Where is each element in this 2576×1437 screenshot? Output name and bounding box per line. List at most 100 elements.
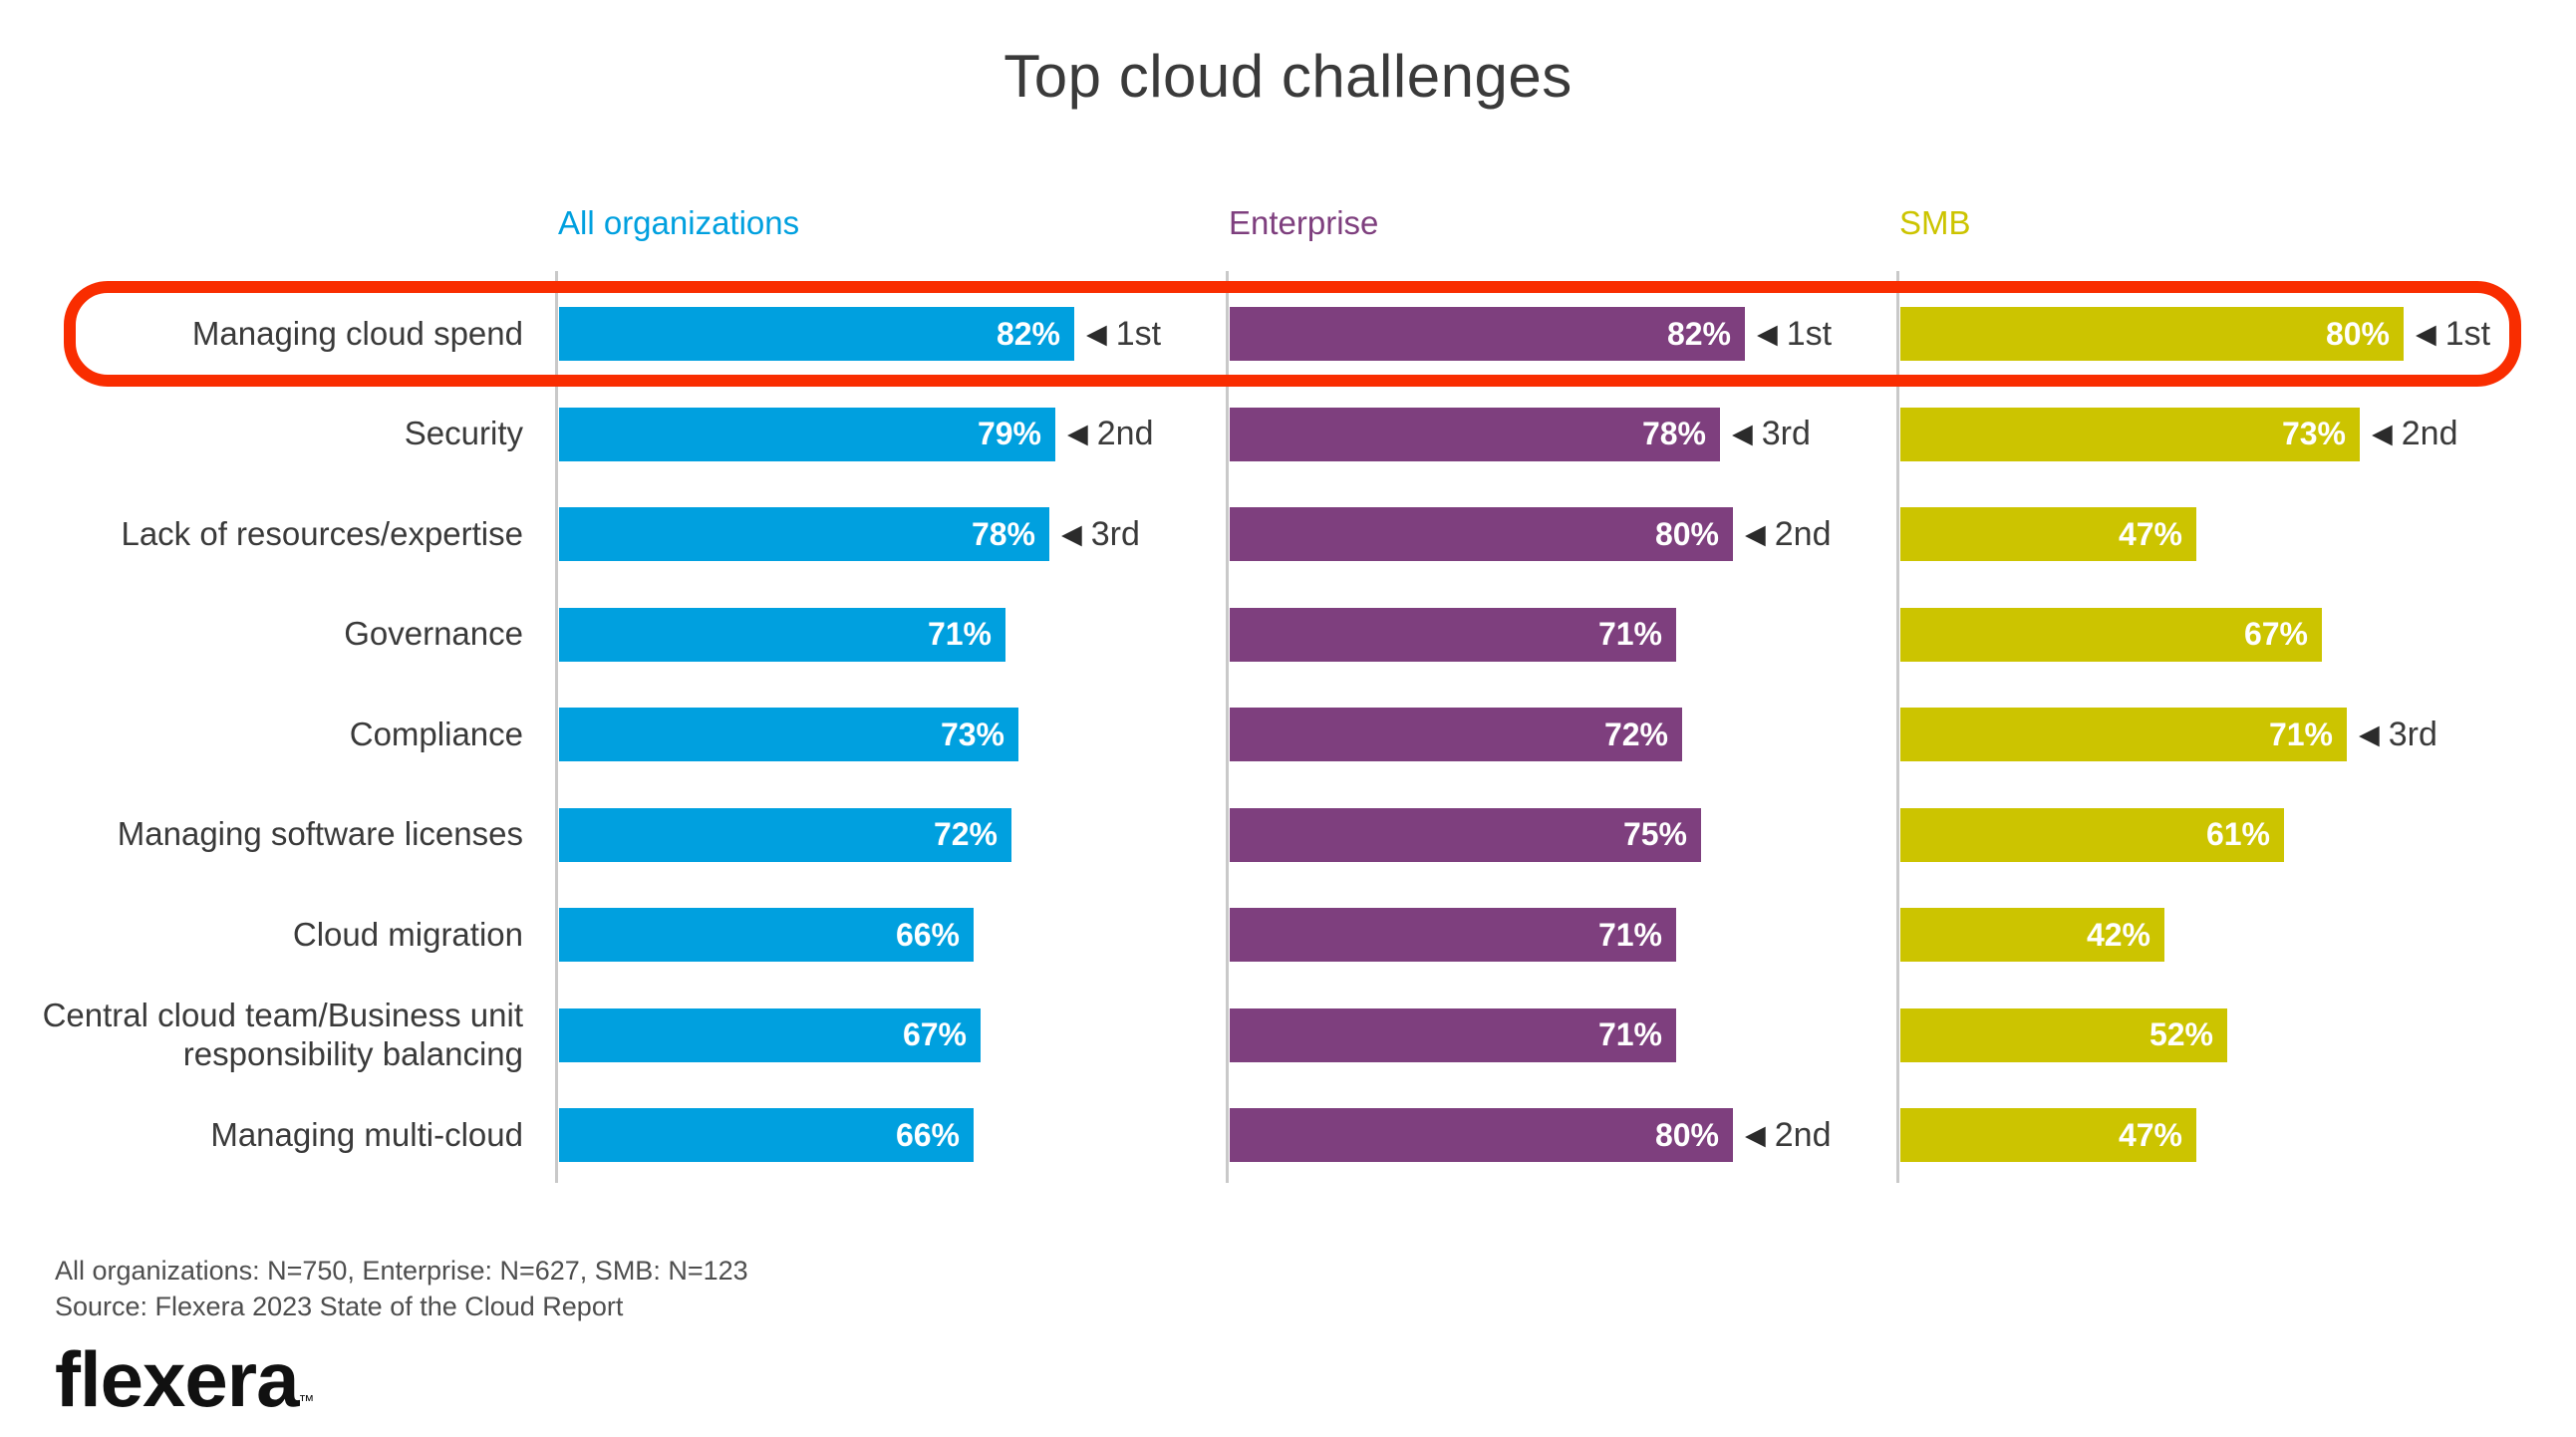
bar-value-label: 61% [2205,816,2270,853]
bar-smb: 73% [1900,407,2360,461]
left-triangle-icon: ◀ [1745,518,1766,549]
rank-marker: ◀ 2nd [2372,415,2458,453]
bar-value-label: 66% [895,1116,960,1153]
left-triangle-icon: ◀ [1086,318,1107,349]
bar-value-label: 72% [1603,716,1668,752]
bar-all-organizations: 66% [559,1108,974,1163]
category-label: Lack of resources/expertise [121,514,523,552]
bar-enterprise: 71% [1230,607,1676,662]
bar-cell-enterprise: 78% ◀ 3rd [1227,385,1897,485]
category-label: Managing multi-cloud [210,1115,523,1153]
chart-row: Managing cloud spend 82% ◀ 1st 82% ◀ 1st 80% ◀ 1s… [0,284,2576,385]
bar-cell-enterprise: 80% ◀ 2nd [1227,484,1897,585]
chart-row: Security 79% ◀ 2nd 78% ◀ 3rd 73% ◀ 2nd [0,385,2576,485]
bar-cell-all-organizations: 73% [556,685,1227,785]
bar-enterprise: 71% [1230,908,1676,963]
category-label: Compliance [349,715,523,752]
rank-marker: ◀ 2nd [1745,1116,1832,1155]
bar-smb: 61% [1900,807,2284,862]
bar-cell-smb: 73% ◀ 2nd [1897,385,2576,485]
bar-value-label: 80% [1654,1116,1719,1153]
bar-all-organizations: 66% [559,908,974,963]
bar-value-label: 71% [1597,1016,1662,1053]
bar-cell-smb: 67% [1897,585,2576,686]
series-header-all-organizations: All organizations [558,204,800,241]
bar-cell-smb: 61% [1897,785,2576,886]
rank-marker: ◀ 1st [2416,315,2490,354]
bar-cell-all-organizations: 66% [556,885,1227,986]
bar-smb: 80% [1900,307,2404,362]
bar-value-label: 78% [971,515,1035,552]
bar-cell-all-organizations: 72% [556,785,1227,886]
bar-enterprise: 75% [1230,807,1701,862]
bar-cell-enterprise: 71% [1227,986,1897,1086]
bar-cell-enterprise: 82% ◀ 1st [1227,284,1897,385]
bar-enterprise: 71% [1230,1007,1676,1062]
left-triangle-icon: ◀ [1061,518,1082,549]
bar-value-label: 82% [996,315,1060,352]
bar-cell-smb: 52% [1897,986,2576,1086]
category-label: Security [404,415,523,452]
bar-value-label: 71% [2268,716,2333,752]
rank-marker: ◀ 2nd [1067,415,1154,453]
bar-cell-all-organizations: 66% [556,1085,1227,1186]
axis-line-all-organizations [555,271,558,1183]
bar-value-label: 66% [895,916,960,953]
rank-text: 3rd [1761,415,1811,453]
bar-value-label: 71% [1597,616,1662,653]
series-header-smb: SMB [1899,204,1971,241]
series-header-enterprise: Enterprise [1229,204,1379,241]
rank-text: 1st [1115,314,1162,353]
rank-text: 2nd [1096,415,1154,453]
bar-value-label: 73% [2281,416,2346,452]
left-triangle-icon: ◀ [1732,419,1753,449]
rank-marker: ◀ 2nd [1745,515,1832,554]
bar-value-label: 42% [2086,916,2150,953]
rank-marker: ◀ 1st [1757,315,1832,354]
bar-smb: 71% [1900,708,2347,762]
rank-marker: ◀ 3rd [1732,415,1811,453]
chart-row: Governance 71% 71% 67% [0,585,2576,686]
bar-value-label: 67% [902,1016,967,1053]
bar-smb: 47% [1900,507,2196,562]
footer: All organizations: N=750, Enterprise: N=… [55,1254,748,1418]
bar-smb: 52% [1900,1007,2227,1062]
rank-marker: ◀ 1st [1086,315,1161,354]
sample-size-note: All organizations: N=750, Enterprise: N=… [55,1256,748,1286]
rank-text: 2nd [1774,514,1832,553]
bar-cell-all-organizations: 78% ◀ 3rd [556,484,1227,585]
bar-cell-smb: 47% [1897,484,2576,585]
bar-value-label: 82% [1666,315,1731,352]
category-label: Central cloud team/Business unit respons… [42,996,523,1072]
left-triangle-icon: ◀ [1745,1119,1766,1150]
bar-all-organizations: 71% [559,607,1005,662]
bar-value-label: 47% [2118,515,2182,552]
bar-value-label: 52% [2148,1016,2213,1053]
bar-value-label: 71% [1597,916,1662,953]
bar-cell-all-organizations: 67% [556,986,1227,1086]
bar-enterprise: 82% [1230,307,1745,362]
bar-value-label: 71% [927,616,992,653]
rank-text: 2nd [2401,415,2458,453]
bar-cell-enterprise: 71% [1227,885,1897,986]
bar-cell-smb: 42% [1897,885,2576,986]
rank-text: 3rd [1090,514,1140,553]
left-triangle-icon: ◀ [2359,718,2380,749]
bar-value-label: 73% [940,716,1004,752]
left-triangle-icon: ◀ [2416,318,2436,349]
bar-cell-smb: 80% ◀ 1st [1897,284,2576,385]
rank-marker: ◀ 3rd [2359,716,2437,754]
bar-all-organizations: 82% [559,307,1074,362]
left-triangle-icon: ◀ [2372,419,2393,449]
axis-line-smb [1896,271,1899,1183]
flexera-logo-text: flexera [55,1335,300,1424]
bar-cell-enterprise: 71% [1227,585,1897,686]
bar-cell-enterprise: 72% [1227,685,1897,785]
chart-row: Managing multi-cloud 66% 80% ◀ 2nd 47% [0,1085,2576,1186]
bar-value-label: 67% [2243,616,2308,653]
rank-text: 1st [2444,314,2491,353]
bar-all-organizations: 72% [559,807,1011,862]
bar-cell-all-organizations: 79% ◀ 2nd [556,385,1227,485]
flexera-logo: flexera™ [55,1340,748,1418]
